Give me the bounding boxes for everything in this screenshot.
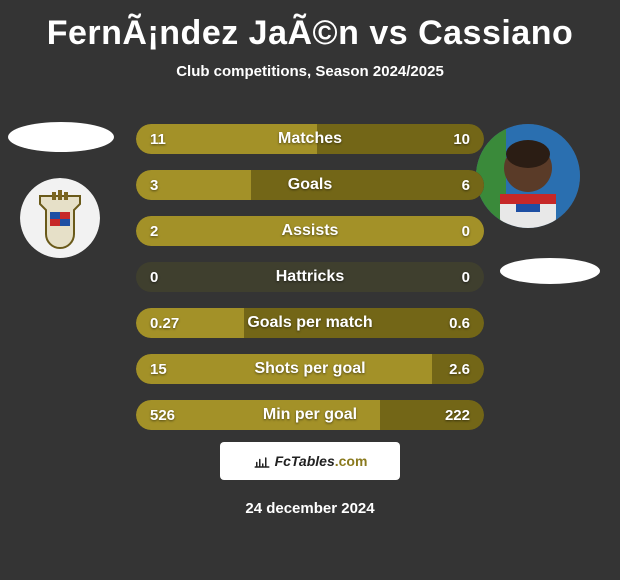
stat-row: 36Goals	[136, 170, 484, 200]
player-left-club-badge	[20, 178, 100, 258]
stat-row: 00Hattricks	[136, 262, 484, 292]
player-right-avatar	[476, 124, 580, 228]
stat-row: 152.6Shots per goal	[136, 354, 484, 384]
stat-label: Matches	[136, 130, 484, 148]
stat-label: Goals	[136, 176, 484, 194]
stat-label: Shots per goal	[136, 360, 484, 378]
stat-label: Goals per match	[136, 314, 484, 332]
stat-label: Assists	[136, 222, 484, 240]
player-left-name-oval	[8, 122, 114, 152]
player-right-name-oval	[500, 258, 600, 284]
stat-row: 20Assists	[136, 216, 484, 246]
page-title: FernÃ¡ndez JaÃ©n vs Cassiano	[0, 0, 620, 53]
stat-label: Hattricks	[136, 268, 484, 286]
footer-date: 24 december 2024	[0, 500, 620, 517]
branding-card: FcTables.com	[220, 442, 400, 480]
stat-row: 1110Matches	[136, 124, 484, 154]
stat-label: Min per goal	[136, 406, 484, 424]
branding-text: FcTables.com	[275, 453, 368, 469]
stat-row: 0.270.6Goals per match	[136, 308, 484, 338]
stats-container: 1110Matches 36Goals 20Assists 00Hattricks 0.…	[136, 124, 484, 446]
chart-icon	[253, 452, 271, 470]
stat-row: 526222Min per goal	[136, 400, 484, 430]
page-subtitle: Club competitions, Season 2024/2025	[0, 63, 620, 80]
